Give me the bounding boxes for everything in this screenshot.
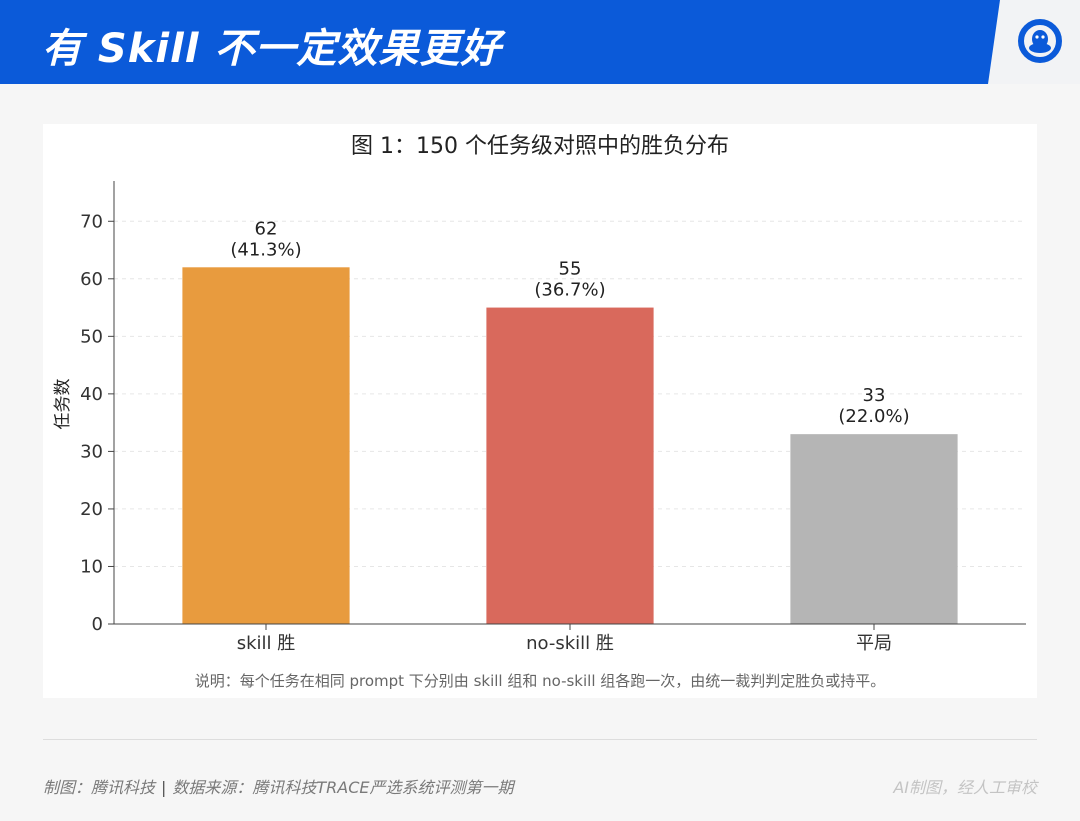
y-tick-label: 40 (80, 384, 103, 405)
bar-value-label: 55 (559, 259, 582, 280)
bar (486, 307, 654, 624)
y-tick-label: 0 (92, 614, 103, 635)
x-tick-label: 平局 (856, 633, 892, 654)
bar-value-label: 62 (255, 218, 278, 239)
bar (182, 267, 350, 624)
y-tick-label: 50 (80, 326, 103, 347)
footer-divider (43, 739, 1037, 740)
chart-note: 说明：每个任务在相同 prompt 下分别由 skill 组和 no-skill… (195, 672, 886, 690)
footer-source: 制图：腾讯科技 | 数据来源：腾讯科技TRACE严选系统评测第一期 (43, 774, 514, 798)
x-tick-label: skill 胜 (237, 633, 296, 654)
tencent-qq-penguin-icon (1018, 19, 1062, 63)
y-tick-label: 30 (80, 441, 103, 462)
chart-card: 图 1：150 个任务级对照中的胜负分布 任务数 0 10 20 30 40 50 60 70… (43, 124, 1037, 698)
x-tick-label: no-skill 胜 (526, 633, 614, 654)
footer-credit: AI制图，经人工审校 (893, 778, 1037, 797)
bar-percent-label: (36.7%) (534, 280, 605, 301)
bar-chart: 图 1：150 个任务级对照中的胜负分布 任务数 0 10 20 30 40 50 60 70… (53, 134, 1026, 690)
y-tick-label: 70 (80, 211, 103, 232)
header-banner: 有 Skill 不一定效果更好 (0, 0, 1080, 84)
logo-panel (988, 0, 1080, 84)
page-title: 有 Skill 不一定效果更好 (42, 26, 502, 72)
bar-percent-label: (22.0%) (838, 406, 909, 427)
footer-data-source: 数据来源：腾讯科技TRACE严选系统评测第一期 (172, 778, 514, 797)
footer-separator: | (161, 778, 167, 797)
chart-title: 图 1：150 个任务级对照中的胜负分布 (351, 134, 729, 159)
bar-percent-label: (41.3%) (230, 239, 301, 260)
bar-value-label: 33 (863, 385, 886, 406)
bar (790, 434, 958, 624)
footer-source-label: 制图：腾讯科技 (43, 778, 156, 797)
y-tick-label: 20 (80, 499, 103, 520)
y-tick-label: 10 (80, 556, 103, 577)
y-axis-label: 任务数 (53, 379, 73, 430)
y-tick-label: 60 (80, 269, 103, 290)
